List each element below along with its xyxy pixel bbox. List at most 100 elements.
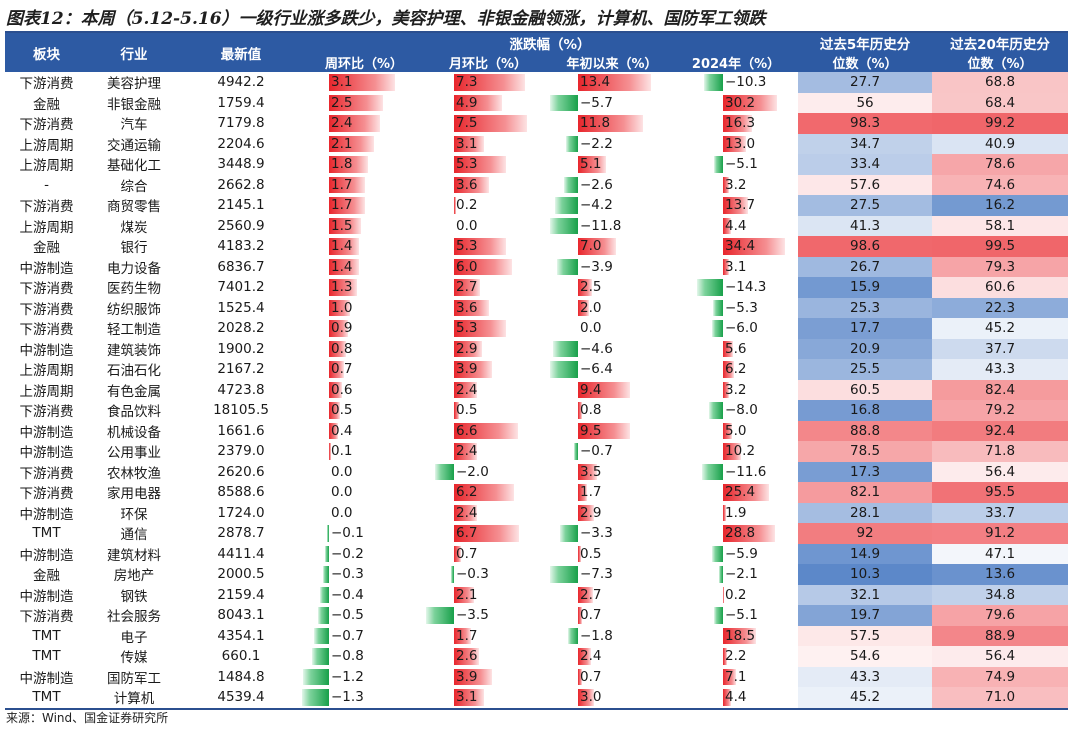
ytd-bar <box>550 217 578 234</box>
table-row: 金融 非银金融 1759.4 2.5 4.9 −5.7 30.2 56 68.4 <box>5 92 1069 114</box>
mo-value-label: 0.0 <box>456 217 478 234</box>
y2024-change-cell: 16.3 <box>674 113 798 134</box>
y2024-change-cell: 3.1 <box>674 257 798 278</box>
y2024-change-cell: 30.2 <box>674 93 798 114</box>
sector-cell: 下游消费 <box>19 609 74 626</box>
ytd-bar <box>556 258 578 275</box>
y2024-value-label: 4.4 <box>725 217 747 234</box>
sector-cell: 下游消费 <box>19 117 74 134</box>
mo-change-cell: 0.5 <box>426 400 550 421</box>
ytd-bar <box>550 94 578 111</box>
sector-cell: TMT <box>32 648 61 665</box>
p20-percentile-cell: 68.4 <box>932 92 1069 113</box>
ytd-bar <box>563 176 578 193</box>
mo-bar <box>454 320 506 337</box>
wk-change-cell: 2.5 <box>302 93 426 114</box>
table-row: 中游制造 钢铁 2159.4 −0.4 2.1 2.7 0.2 32.1 34.8 <box>5 584 1069 605</box>
p5-percentile-cell: 32.1 <box>798 584 933 605</box>
ytd-change-cell: 11.8 <box>550 113 674 134</box>
latest-value-cell: 1661.6 <box>217 422 265 439</box>
p20-percentile-cell: 45.2 <box>932 318 1069 339</box>
wk-value-label: 1.3 <box>331 279 353 296</box>
p20-percentile-cell: 88.9 <box>932 625 1069 646</box>
y2024-change-cell: 18.5 <box>674 626 798 647</box>
latest-value-cell: 4183.2 <box>217 238 265 255</box>
y2024-bar <box>723 258 729 275</box>
ytd-change-cell: 13.4 <box>550 72 674 93</box>
y2024-value-label: −14.3 <box>725 279 767 296</box>
latest-value-cell: 2620.6 <box>217 463 265 480</box>
sector-cell: - <box>44 176 49 193</box>
ytd-bar <box>550 566 578 583</box>
mo-bar <box>454 443 478 460</box>
p5-percentile-cell: 54.6 <box>798 646 933 667</box>
wk-value-label: 1.7 <box>331 176 353 193</box>
wk-value-label: 0.9 <box>331 320 353 337</box>
mo-change-cell: 7.5 <box>426 113 550 134</box>
mo-bar <box>451 566 454 583</box>
y2024-bar <box>723 668 736 685</box>
ytd-bar <box>559 525 578 542</box>
ytd-change-cell: 3.0 <box>550 687 674 710</box>
y2024-value-label: 7.1 <box>725 668 747 685</box>
y2024-value-label: 5.6 <box>725 340 747 357</box>
ytd-change-cell: 2.0 <box>550 298 674 319</box>
y2024-value-label: −8.0 <box>725 402 758 419</box>
table-row: 下游消费 社会服务 8043.1 −0.5 −3.5 0.7 −5.1 19.7 79.6 <box>5 605 1069 626</box>
industry-cell: 美容护理 <box>107 76 161 93</box>
latest-value-cell: 4354.1 <box>217 627 265 644</box>
y2024-bar <box>713 156 723 173</box>
latest-value-cell: 1525.4 <box>217 299 265 316</box>
ytd-value-label: 2.9 <box>580 504 602 521</box>
industry-cell: 有色金属 <box>107 383 161 400</box>
y2024-value-label: 0.2 <box>725 586 747 603</box>
wk-bar <box>329 176 366 193</box>
ytd-value-label: 0.0 <box>580 320 602 337</box>
p5-percentile-cell: 57.5 <box>798 625 933 646</box>
header-p5-line2: 位数（%） <box>798 53 933 72</box>
wk-value-label: −0.4 <box>331 586 364 603</box>
sector-cell: 中游制造 <box>19 424 74 441</box>
ytd-change-cell: 0.0 <box>550 318 674 339</box>
y2024-value-label: 3.2 <box>725 176 747 193</box>
latest-value-cell: 8043.1 <box>217 607 265 624</box>
ytd-value-label: 0.8 <box>580 402 602 419</box>
y2024-change-cell: −5.1 <box>674 605 798 626</box>
table-row: 下游消费 纺织服饰 1525.4 1.0 3.6 2.0 −5.3 25.3 22.3 <box>5 297 1069 319</box>
y2024-bar <box>704 74 723 91</box>
p5-percentile-cell: 56 <box>798 92 933 113</box>
p5-percentile-cell: 19.7 <box>798 605 933 626</box>
sector-cell: 金融 <box>33 240 60 257</box>
ytd-value-label: 9.4 <box>580 381 602 398</box>
mo-value-label: 3.6 <box>456 299 478 316</box>
industry-cell: 纺织服饰 <box>107 301 161 318</box>
y2024-bar <box>712 320 723 337</box>
table-row: 中游制造 机械设备 1661.6 0.4 6.6 9.5 5.0 88.8 92.4 <box>5 420 1069 441</box>
mo-bar <box>454 525 520 542</box>
sector-cell: 上游周期 <box>19 219 74 236</box>
header-latest: 最新值 <box>180 33 302 72</box>
mo-bar <box>454 299 490 316</box>
y2024-value-label: 13.0 <box>725 135 756 152</box>
table-row: 下游消费 轻工制造 2028.2 0.9 5.3 0.0 −6.0 17.7 45.2 <box>5 318 1069 339</box>
wk-bar <box>329 443 332 460</box>
p20-percentile-cell: 68.8 <box>932 72 1069 93</box>
sector-cell: 中游制造 <box>19 670 74 687</box>
header-p5-line1: 过去5年历史分 <box>798 33 933 53</box>
mo-change-cell: 0.0 <box>426 216 550 237</box>
mo-bar <box>454 135 485 152</box>
table-row: TMT 电子 4354.1 −0.7 1.7 −1.8 18.5 57.5 88.9 <box>5 625 1069 647</box>
mo-bar <box>454 340 483 357</box>
y2024-value-label: 25.4 <box>725 484 756 501</box>
table-row: 金融 房地产 2000.5 −0.3 −0.3 −7.3 −2.1 10.3 13.6 <box>5 564 1069 585</box>
ytd-value-label: 0.5 <box>580 545 602 562</box>
p5-percentile-cell: 25.5 <box>798 359 933 380</box>
ytd-bar <box>578 381 630 398</box>
industry-cell: 计算机 <box>88 687 180 710</box>
mo-value-label: 4.9 <box>456 94 478 111</box>
wk-bar <box>329 258 359 275</box>
mo-value-label: 0.2 <box>456 197 478 214</box>
mo-bar <box>454 381 478 398</box>
industry-cell: 煤炭 <box>120 219 148 236</box>
y2024-bar <box>723 340 734 357</box>
